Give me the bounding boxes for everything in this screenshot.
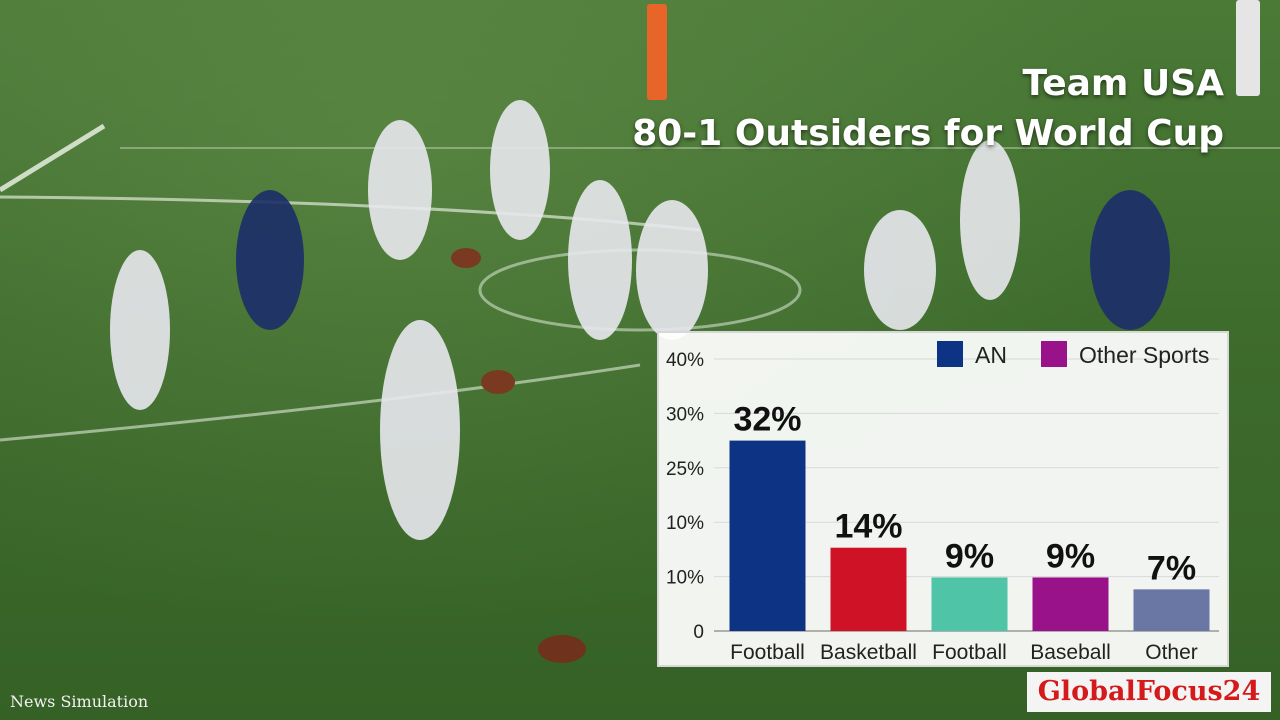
x-category-label: Football [932, 641, 1007, 664]
headline-line-1: Team USA [1022, 63, 1224, 104]
bar [1133, 589, 1210, 631]
y-tick-label: 30% [666, 404, 704, 425]
players-silhouettes [110, 100, 1170, 540]
x-category-label: Other [1145, 641, 1198, 664]
bar [931, 577, 1008, 631]
legend-swatch [1041, 341, 1067, 367]
sideline-marker [1236, 0, 1260, 96]
bar-value-label: 14% [834, 508, 902, 546]
x-category-label: Basketball [820, 641, 917, 664]
bar-value-label: 9% [945, 537, 994, 575]
bar [729, 440, 806, 631]
football-ball [451, 248, 481, 268]
y-tick-label: 0 [693, 622, 704, 643]
football-ball [481, 370, 515, 394]
football-ball [538, 635, 586, 663]
headline: Team USA 80-1 Outsiders for World Cup [632, 60, 1224, 160]
y-tick-label: 40% [666, 350, 704, 371]
bar-chart: 40% 30% 25% 10% 10% 0 32% Football 14% Basketball… [666, 341, 1219, 664]
bar-value-label: 9% [1046, 537, 1095, 575]
legend-label: AN [975, 342, 1007, 368]
y-tick-label: 10% [666, 568, 704, 589]
legend-label: Other Sports [1079, 342, 1209, 368]
bar-value-label: 32% [733, 401, 801, 439]
pylon-marker [647, 4, 667, 100]
legend-swatch [937, 341, 963, 367]
bar-value-label: 7% [1147, 549, 1196, 587]
bar [1032, 577, 1109, 631]
bar [830, 547, 907, 631]
y-tick-label: 25% [666, 459, 704, 480]
headline-line-2: 80-1 Outsiders for World Cup [632, 113, 1224, 154]
x-category-label: Baseball [1030, 641, 1111, 664]
x-category-label: Football [730, 641, 805, 664]
brand-logo: GlobalFocus24 [1027, 672, 1271, 712]
bar-chart-panel: 40% 30% 25% 10% 10% 0 32% Football 14% Basketball… [657, 331, 1229, 667]
news-credit: News Simulation [10, 692, 149, 711]
y-tick-label: 10% [666, 513, 704, 534]
